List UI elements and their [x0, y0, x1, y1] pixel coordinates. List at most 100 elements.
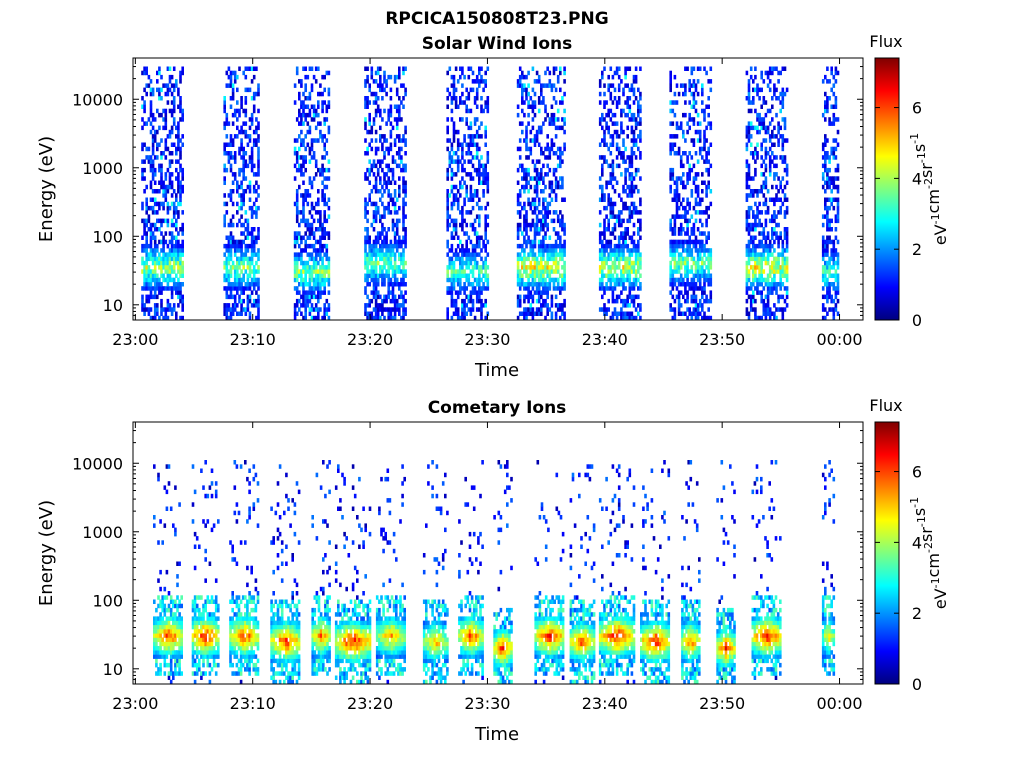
spectrogram-cell — [366, 104, 369, 109]
spectrogram-cell — [450, 100, 454, 105]
spectrogram-cell — [236, 100, 239, 105]
spectrogram-cell — [454, 311, 458, 316]
spectrogram-cell — [164, 142, 168, 147]
spectrogram-cell — [402, 66, 405, 71]
spectrogram-cell — [404, 129, 407, 135]
spectrogram-cell — [452, 222, 456, 228]
spectrogram-cell — [701, 180, 704, 185]
spectrogram-cell — [709, 121, 713, 126]
spectrogram-cell — [540, 172, 543, 177]
spectrogram-cell — [611, 112, 615, 118]
spectrogram-cell — [544, 117, 547, 122]
spectrogram-cell — [775, 307, 778, 312]
spectrogram-cell — [374, 210, 378, 215]
spectrogram-cell — [366, 265, 369, 270]
spectrogram-cell — [752, 214, 755, 219]
spectrogram-cell — [563, 142, 566, 147]
spectrogram-cell — [250, 205, 254, 211]
spectrogram-cell — [781, 159, 785, 164]
spectrogram-cell — [391, 159, 395, 164]
spectrogram-cell — [364, 104, 367, 109]
spectrogram-cell — [684, 100, 687, 105]
spectrogram-cell — [764, 197, 768, 202]
spectrogram-cell — [756, 142, 759, 147]
spectrogram-cell — [540, 277, 543, 283]
spectrogram-cell — [376, 210, 380, 215]
spectrogram-cell — [609, 117, 613, 122]
spectrogram-cell — [319, 235, 322, 240]
spectrogram-cell — [609, 108, 613, 114]
spectrogram-cell — [379, 269, 382, 274]
spectrogram-cell — [620, 222, 623, 228]
spectrogram-cell — [773, 125, 776, 131]
spectrogram-cell — [300, 273, 303, 278]
spectrogram-cell — [179, 201, 182, 207]
spectrogram-cell — [764, 256, 768, 262]
spectrogram-cell — [773, 273, 776, 278]
spectrogram-cell — [632, 129, 636, 135]
spectrogram-cell — [321, 197, 324, 202]
spectrogram-cell — [469, 108, 473, 114]
spectrogram-cell — [323, 193, 326, 198]
spectrogram-cell — [151, 176, 155, 181]
spectrogram-cell — [537, 108, 541, 114]
spectrogram-cell — [143, 121, 146, 126]
spectrogram-cell — [518, 294, 522, 300]
spectrogram-cell — [244, 256, 248, 262]
spectrogram-cell — [246, 87, 250, 93]
spectrogram-cell — [626, 112, 629, 118]
spectrogram-cell — [153, 197, 157, 202]
spectrogram-cell — [233, 134, 237, 139]
spectrogram-cell — [601, 243, 604, 249]
spectrogram-cell — [400, 243, 403, 249]
spectrogram-cell — [634, 256, 638, 262]
spectrogram-cell — [402, 256, 405, 262]
spectrogram-cell — [762, 248, 766, 253]
spectrogram-cell — [609, 197, 613, 202]
spectrogram-cell — [321, 231, 324, 236]
spectrogram-cell — [598, 286, 602, 291]
spectrogram-cell — [456, 256, 460, 262]
spectrogram-cell — [548, 210, 552, 215]
spectrogram-cell — [376, 108, 380, 114]
spectrogram-cell — [446, 239, 449, 245]
spectrogram-cell — [452, 273, 456, 278]
spectrogram-cell — [389, 210, 393, 215]
spectrogram-cell — [244, 96, 248, 101]
spectrogram-cell — [162, 277, 165, 283]
spectrogram-cell — [696, 248, 700, 253]
spectrogram-cell — [179, 265, 182, 270]
spectrogram-cell — [461, 146, 464, 152]
spectrogram-cell — [389, 180, 393, 185]
spectrogram-cell — [302, 193, 305, 198]
spectrogram-cell — [478, 282, 481, 287]
spectrogram-cell — [605, 121, 608, 126]
spectrogram-cell — [321, 138, 324, 143]
spectrogram-cell — [383, 108, 386, 114]
spectrogram-cell — [531, 273, 535, 278]
spectrogram-cell — [705, 256, 708, 262]
spectrogram-cell — [525, 273, 528, 278]
spectrogram-cell — [248, 311, 252, 316]
spectrogram-cell — [768, 290, 772, 295]
spectrogram-cell — [446, 205, 449, 211]
spectrogram-cell — [768, 167, 772, 173]
spectrogram-cell — [323, 121, 326, 126]
spectrogram-cell — [484, 214, 487, 219]
spectrogram-cell — [231, 243, 235, 249]
spectrogram-cell — [531, 265, 535, 270]
spectrogram-cell — [465, 256, 468, 262]
spectrogram-cell — [637, 311, 640, 316]
spectrogram-cell — [752, 155, 755, 160]
spectrogram-cell — [669, 260, 672, 266]
spectrogram-cell — [634, 243, 638, 249]
spectrogram-cell — [469, 210, 473, 215]
spectrogram-cell — [764, 176, 768, 181]
spectrogram-cell — [168, 307, 172, 312]
spectrogram-cell — [295, 252, 299, 257]
spectrogram-cell — [446, 201, 449, 207]
spectrogram-cell — [709, 252, 713, 257]
spectrogram-cell — [766, 83, 770, 88]
spectrogram-cell — [162, 180, 165, 185]
spectrogram-cell — [300, 303, 303, 308]
